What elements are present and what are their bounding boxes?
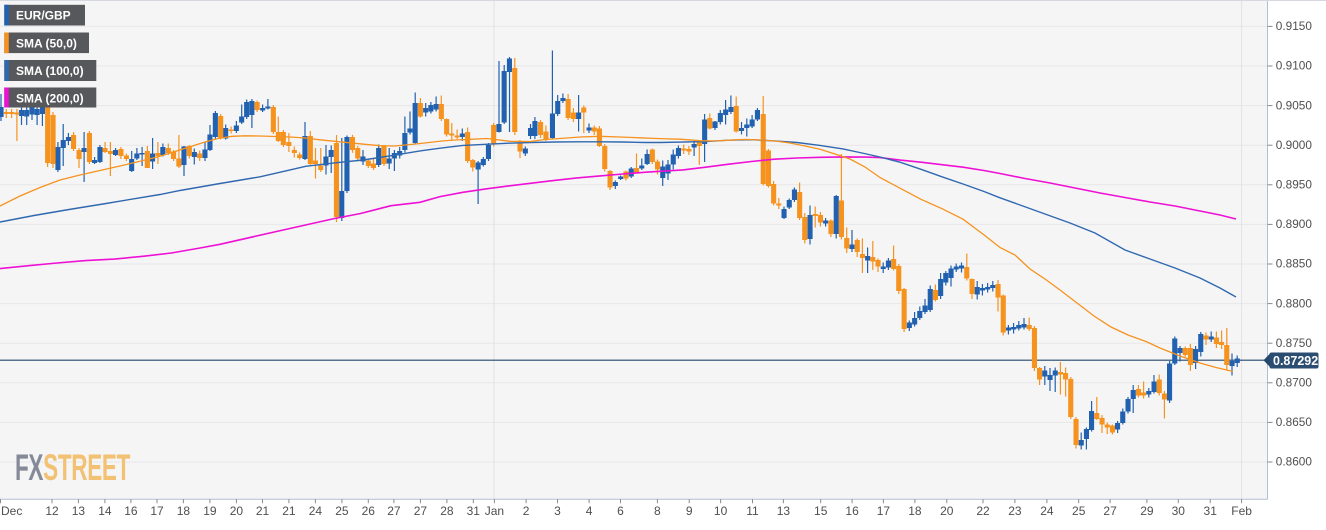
svg-text:9: 9 [686, 504, 693, 518]
svg-text:0.9050: 0.9050 [1276, 98, 1313, 112]
svg-text:17: 17 [877, 504, 891, 518]
svg-text:24: 24 [1040, 504, 1054, 518]
svg-text:19: 19 [203, 504, 217, 518]
svg-text:20: 20 [940, 504, 954, 518]
svg-text:3: 3 [554, 504, 561, 518]
svg-text:30: 30 [1172, 504, 1186, 518]
svg-text:0.8850: 0.8850 [1276, 257, 1313, 271]
svg-text:31: 31 [1204, 504, 1218, 518]
svg-text:15: 15 [814, 504, 828, 518]
svg-text:21: 21 [282, 504, 296, 518]
svg-text:0.8950: 0.8950 [1276, 178, 1313, 192]
svg-text:26: 26 [362, 504, 376, 518]
svg-text:8: 8 [654, 504, 661, 518]
svg-text:0.87292: 0.87292 [1273, 354, 1318, 368]
svg-text:SMA (100,0): SMA (100,0) [16, 64, 84, 78]
svg-text:0.9000: 0.9000 [1276, 138, 1313, 152]
svg-text:0.9150: 0.9150 [1276, 19, 1313, 33]
svg-text:18: 18 [908, 504, 922, 518]
svg-text:17: 17 [150, 504, 164, 518]
svg-text:25: 25 [1072, 504, 1086, 518]
svg-text:28: 28 [440, 504, 454, 518]
svg-text:2: 2 [523, 504, 530, 518]
svg-text:16: 16 [845, 504, 859, 518]
svg-text:13: 13 [777, 504, 791, 518]
svg-text:SMA (50,0): SMA (50,0) [16, 36, 77, 50]
svg-text:14: 14 [98, 504, 112, 518]
svg-text:0.8700: 0.8700 [1276, 376, 1313, 390]
svg-text:0.8750: 0.8750 [1276, 336, 1313, 350]
svg-text:27: 27 [1103, 504, 1117, 518]
svg-text:0.9100: 0.9100 [1276, 59, 1313, 73]
svg-text:11: 11 [746, 504, 759, 518]
svg-text:29: 29 [1140, 504, 1154, 518]
svg-text:27: 27 [414, 504, 428, 518]
svg-text:21: 21 [256, 504, 270, 518]
svg-text:4: 4 [586, 504, 593, 518]
svg-text:13: 13 [72, 504, 86, 518]
svg-text:12: 12 [45, 504, 59, 518]
svg-text:27: 27 [387, 504, 401, 518]
svg-text:20: 20 [230, 504, 244, 518]
svg-text:31: 31 [467, 504, 481, 518]
svg-text:16: 16 [124, 504, 138, 518]
svg-text:0.8650: 0.8650 [1276, 415, 1313, 429]
svg-text:23: 23 [1008, 504, 1022, 518]
svg-text:Feb: Feb [1231, 504, 1252, 518]
svg-text:24: 24 [309, 504, 323, 518]
svg-text:25: 25 [335, 504, 349, 518]
svg-text:FXSTREET: FXSTREET [15, 446, 130, 488]
svg-text:10: 10 [714, 504, 728, 518]
svg-text:EUR/GBP: EUR/GBP [16, 9, 71, 23]
svg-text:22: 22 [976, 504, 990, 518]
svg-text:18: 18 [177, 504, 191, 518]
svg-text:0.8800: 0.8800 [1276, 296, 1313, 310]
svg-text:Jan: Jan [485, 504, 504, 518]
svg-text:0.8900: 0.8900 [1276, 217, 1313, 231]
svg-text:SMA (200,0): SMA (200,0) [16, 91, 84, 105]
svg-text:6: 6 [617, 504, 624, 518]
svg-text:Dec: Dec [1, 504, 22, 518]
svg-text:0.8600: 0.8600 [1276, 455, 1313, 469]
